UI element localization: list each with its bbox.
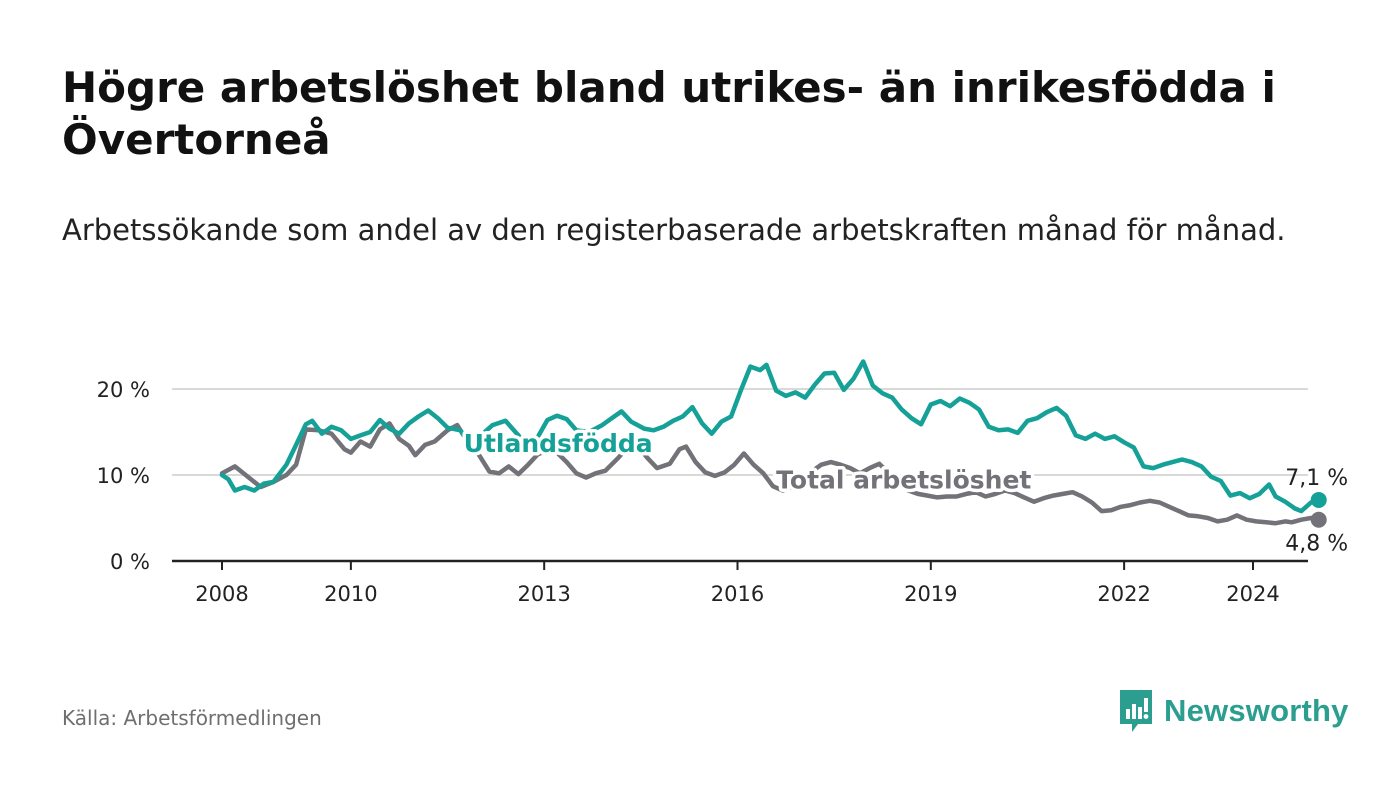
chart-subtitle: Arbetssökande som andel av den registerb… [62, 213, 1286, 247]
x-tick-label: 2010 [324, 582, 377, 606]
series-line-utlandsfödda [219, 359, 1321, 514]
series-labels: 4,8 % Total arbetslöshet 7,1 % Utlandsfödda [460, 426, 1348, 557]
page-title: Högre arbetslöshet bland utrikes- än inr… [62, 63, 1276, 164]
y-tick-label: 20 % [97, 378, 150, 402]
source-note: Källa: Arbetsförmedlingen [62, 706, 322, 730]
series-end-label-utlandsfödda: 7,1 % [1285, 466, 1348, 491]
x-tick-label: 2022 [1097, 582, 1150, 606]
series-label-utlandsfödda: Utlandsfödda [464, 429, 653, 458]
series-label-total-arbetslöshet: Total arbetslöshet [776, 465, 1031, 494]
brand-name: Newsworthy [1164, 693, 1349, 728]
x-tick-label: 2013 [517, 582, 570, 606]
x-tick-label: 2016 [711, 582, 764, 606]
series-end-point-utlandsfödda [1310, 491, 1327, 508]
series-line-total-arbetslöshet [219, 421, 1321, 526]
y-tick-label: 0 % [110, 550, 150, 574]
axes: 0 % 10 % 20 % 2008 2010 2013 2016 2019 2022 2024 [97, 378, 1308, 606]
brand-logo[interactable]: Newsworthy [1118, 688, 1349, 734]
x-tick-label: 2008 [195, 582, 248, 606]
series-end-label-total-arbetslöshet: 4,8 % [1285, 532, 1348, 557]
series-end-point-total-arbetslöshet [1310, 511, 1327, 528]
newsworthy-logo-icon [1120, 690, 1152, 732]
x-tick-label: 2024 [1226, 582, 1279, 606]
y-tick-label: 10 % [97, 464, 150, 488]
x-tick-label: 2019 [904, 582, 957, 606]
line-chart: 0 %10 %20 %2008 2010 2013 2016 2019 2022 2024 … [97, 359, 1348, 606]
series-lines [219, 359, 1327, 528]
